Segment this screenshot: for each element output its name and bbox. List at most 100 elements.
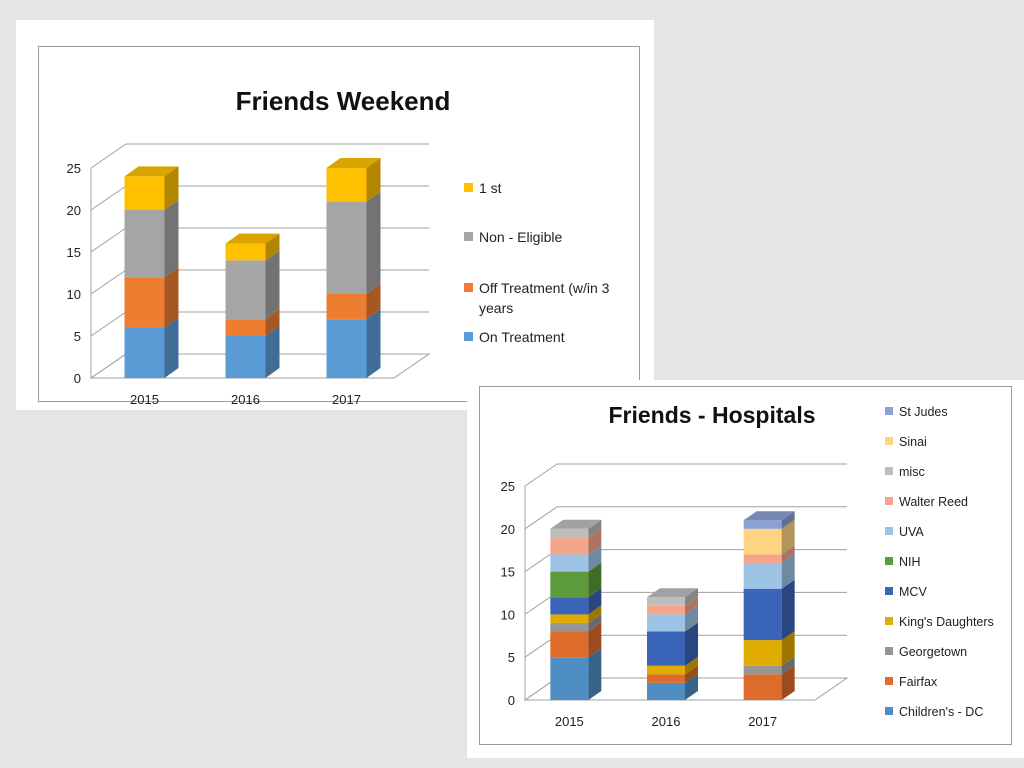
friends-hospitals-chart: Friends - Hospitals 0 5 10 15 20 25 2015 2016 201… bbox=[501, 402, 994, 729]
chart-frame: Friends Weekend 0 5 10 15 20 25 2015 2016 2017 1 s… bbox=[38, 46, 640, 407]
y-tick-label: 25 bbox=[67, 161, 81, 176]
friends-weekend-chart: Friends Weekend 0 5 10 15 20 25 2015 2016 2017 1 s… bbox=[67, 86, 610, 407]
legend-label-fairfax: Fairfax bbox=[899, 675, 938, 689]
bar-segment-non-eligible-2015 bbox=[124, 200, 179, 278]
legend-label-misc: misc bbox=[899, 465, 925, 479]
bar-segment-misc-2016 bbox=[647, 588, 698, 606]
y-tick-label: 0 bbox=[508, 693, 515, 708]
bar-segment-walter-reed-2015 bbox=[550, 528, 602, 555]
x-tick-label: 2015 bbox=[130, 392, 159, 407]
x-tick-label: 2015 bbox=[555, 714, 584, 729]
y-tick-label: 20 bbox=[501, 522, 515, 537]
legend: St Judes Sinai misc Walter Reed UVA NIH MCV Kin… bbox=[885, 405, 994, 719]
legend-swatch-uva bbox=[885, 527, 893, 535]
bar-segment-on-treatment-2015 bbox=[124, 317, 179, 378]
legend-swatch-nih bbox=[885, 557, 893, 565]
gridline-side bbox=[90, 311, 127, 337]
legend-label-king-s-daughters: King's Daughters bbox=[899, 615, 994, 629]
plot-area: 0 5 10 15 20 25 2015 2016 2017 bbox=[67, 143, 431, 407]
legend-label-mcv: MCV bbox=[899, 585, 927, 599]
bar-segment-walter-reed-2017 bbox=[743, 545, 795, 564]
y-tick-label: 15 bbox=[67, 245, 81, 260]
bar-segment-children-s-dc-2016 bbox=[647, 673, 698, 700]
x-tick-label: 2016 bbox=[652, 714, 681, 729]
gridline-side bbox=[90, 227, 127, 253]
bar-segment-on-treatment-2017 bbox=[326, 309, 381, 378]
bar-stack-2015 bbox=[550, 519, 602, 700]
legend-label-sinai: Sinai bbox=[899, 435, 927, 449]
bar-segment-uva-2015 bbox=[550, 545, 602, 572]
plot-area: 0 5 10 15 20 25 2015 2016 2017 bbox=[501, 463, 849, 729]
legend-label-nih: NIH bbox=[899, 555, 921, 569]
legend-label-on-treatment: On Treatment bbox=[479, 329, 565, 345]
legend-label-uva: UVA bbox=[899, 525, 924, 539]
legend-swatch-children-s-dc bbox=[885, 707, 893, 715]
bar-segment-mcv-2016 bbox=[647, 622, 698, 666]
bar-segment-st-judes-2017 bbox=[743, 511, 795, 529]
legend-swatch-king-s-daughters bbox=[885, 617, 893, 625]
chart-card-friends-weekend: Friends Weekend 0 5 10 15 20 25 2015 2016 2017 1 s… bbox=[16, 20, 654, 410]
bar-segment-king-s-daughters-2016 bbox=[647, 656, 698, 675]
bar-segment-fairfax-2015 bbox=[550, 622, 602, 658]
bar-stack-2016 bbox=[225, 233, 280, 378]
y-tick-label: 20 bbox=[67, 203, 81, 218]
chart-title: Friends Weekend bbox=[236, 86, 451, 116]
legend-swatch-georgetown bbox=[885, 647, 893, 655]
gridline-side bbox=[90, 143, 127, 169]
gridline-side bbox=[90, 185, 127, 211]
bar-segment-walter-reed-2016 bbox=[647, 596, 698, 615]
gridline-side bbox=[90, 269, 127, 295]
bar-stack-2015 bbox=[124, 166, 179, 378]
y-tick-label: 5 bbox=[74, 329, 81, 344]
legend-swatch-walter-reed bbox=[885, 497, 893, 505]
bar-segment-fairfax-2016 bbox=[647, 665, 698, 683]
bar-stack-2017 bbox=[743, 511, 795, 700]
bar-top-2017 bbox=[326, 158, 381, 168]
bar-segment-king-s-daughters-2015 bbox=[550, 605, 602, 623]
legend-label-1-st: 1 st bbox=[479, 180, 502, 196]
bar-segment-mcv-2017 bbox=[743, 579, 795, 641]
x-tick-label: 2017 bbox=[748, 714, 777, 729]
bar-top-2015 bbox=[550, 519, 602, 529]
bar-top-2015 bbox=[124, 166, 179, 177]
gridline-side bbox=[524, 463, 558, 487]
bar-segment-georgetown-2017 bbox=[743, 656, 795, 675]
bar-segment-georgetown-2015 bbox=[550, 613, 602, 632]
chart-title: Friends - Hospitals bbox=[608, 402, 815, 428]
chart-card-friends-hospitals: Friends - Hospitals 0 5 10 15 20 25 2015 2016 201… bbox=[467, 380, 1024, 758]
bar-segment-fairfax-2017 bbox=[743, 665, 795, 700]
y-tick-label: 10 bbox=[67, 287, 81, 302]
bar-top-2016 bbox=[225, 233, 280, 244]
legend-swatch-mcv bbox=[885, 587, 893, 595]
bar-stack-2016 bbox=[647, 588, 698, 700]
y-tick-label: 15 bbox=[501, 565, 515, 580]
bar-segment-sinai-2017 bbox=[743, 519, 795, 555]
chart-frame: Friends - Hospitals 0 5 10 15 20 25 2015 2016 201… bbox=[479, 386, 1012, 745]
legend-swatch-sinai bbox=[885, 437, 893, 445]
gridline-side bbox=[90, 353, 127, 379]
x-tick-label: 2016 bbox=[231, 392, 260, 407]
legend-swatch-fairfax bbox=[885, 677, 893, 685]
bar-segment-on-treatment-2016 bbox=[225, 326, 280, 378]
y-tick-label: 0 bbox=[74, 371, 81, 386]
bar-segment-king-s-daughters-2017 bbox=[743, 631, 795, 666]
y-tick-label: 5 bbox=[508, 650, 515, 665]
legend-swatch-on-treatment bbox=[464, 332, 473, 341]
legend-swatch-off-treatment-w-in-3-years bbox=[464, 283, 473, 292]
legend-label-georgetown: Georgetown bbox=[899, 645, 967, 659]
x-tick-label: 2017 bbox=[332, 392, 361, 407]
bar-segment-1-st-2015 bbox=[124, 166, 179, 210]
bar-segment-1-st-2016 bbox=[225, 233, 280, 261]
legend-swatch-misc bbox=[885, 467, 893, 475]
bar-segment-off-treatment-w-in-3-years-2017 bbox=[326, 284, 381, 320]
gridline-side bbox=[524, 506, 558, 530]
bar-segment-uva-2017 bbox=[743, 554, 795, 589]
bar-top-2017 bbox=[743, 511, 795, 521]
legend-label-children-s-dc: Children's - DC bbox=[899, 705, 983, 719]
legend: 1 st Non - Eligible Off Treatment (w/in 3 y… bbox=[464, 180, 610, 345]
legend-label-off-treatment-w-in-3-years: years bbox=[479, 300, 513, 316]
bar-segment-mcv-2015 bbox=[550, 588, 602, 615]
legend-label-walter-reed: Walter Reed bbox=[899, 495, 968, 509]
y-tick-label: 10 bbox=[501, 607, 515, 622]
bar-segment-misc-2015 bbox=[550, 519, 602, 538]
